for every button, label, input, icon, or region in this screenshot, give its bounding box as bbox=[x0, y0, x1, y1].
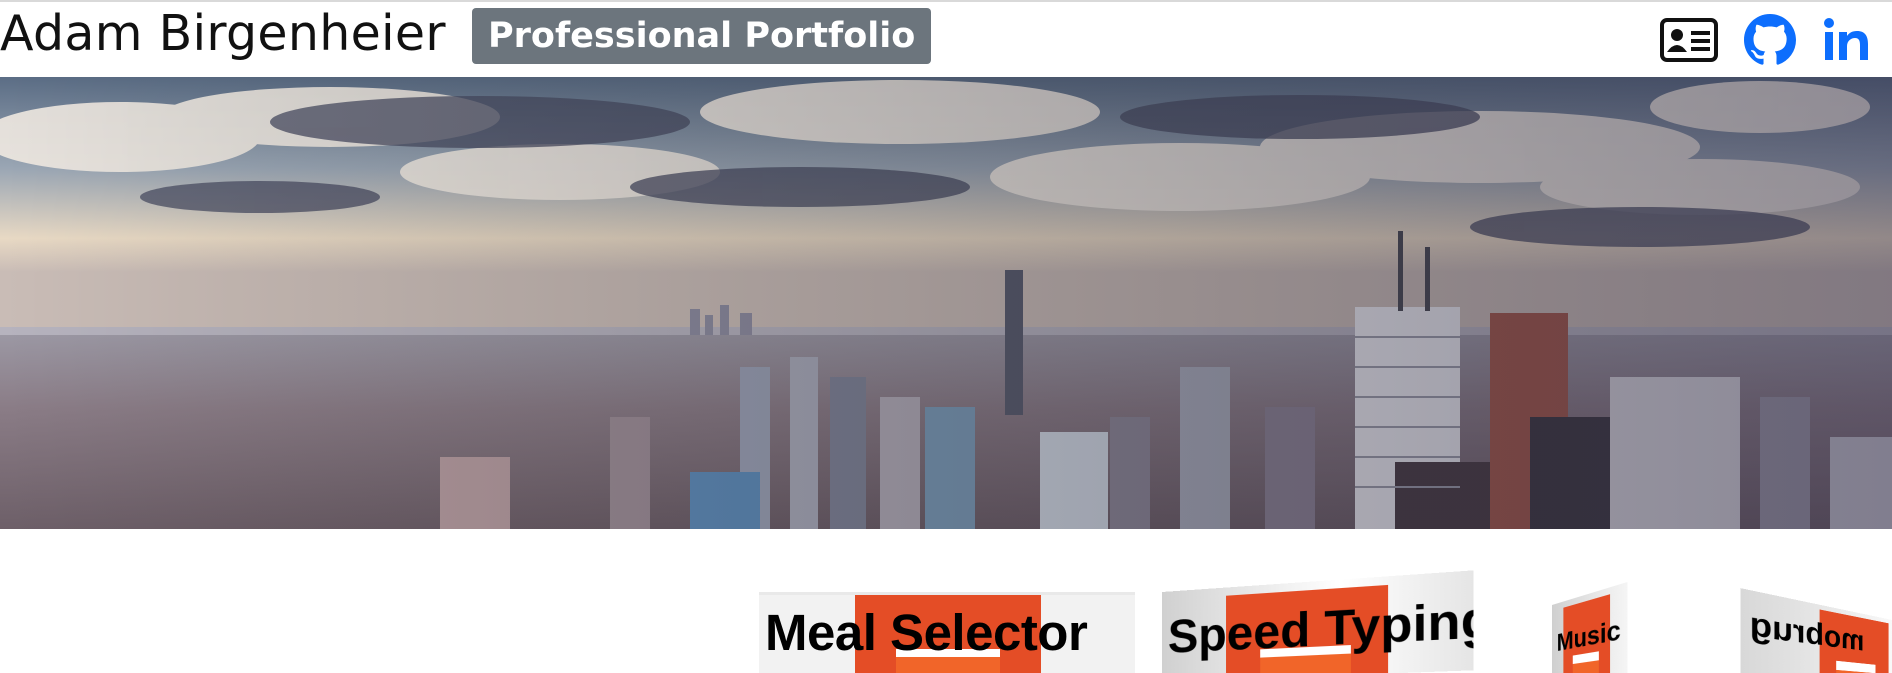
linkedin-icon bbox=[1822, 17, 1872, 63]
project-title-4: mobrug bbox=[1749, 603, 1864, 658]
project-card-meal-selector[interactable]: Meal Selector bbox=[759, 592, 1135, 673]
social-links bbox=[1660, 12, 1872, 72]
project-card-speed-typing[interactable]: Speed Typing bbox=[1162, 570, 1474, 673]
site-title[interactable]: Adam Birgenheier bbox=[0, 4, 446, 64]
resume-link[interactable] bbox=[1660, 18, 1718, 66]
github-icon bbox=[1744, 14, 1796, 66]
portfolio-badge: Professional Portfolio bbox=[472, 8, 931, 64]
toronto-skyline-image bbox=[0, 77, 1892, 529]
projects-carousel: mobrug Music Player Speed Typing Meal Se… bbox=[0, 529, 1892, 673]
github-link[interactable] bbox=[1744, 14, 1796, 70]
resume-card-icon bbox=[1660, 18, 1718, 62]
hero-banner bbox=[0, 77, 1892, 529]
project-card-music-player[interactable]: Music Player bbox=[1552, 582, 1627, 673]
project-title-meal-selector: Meal Selector bbox=[765, 603, 1087, 662]
site-header: Adam Birgenheier Professional Portfolio bbox=[0, 2, 1892, 77]
linkedin-link[interactable] bbox=[1822, 17, 1872, 67]
project-title-speed-typing: Speed Typing bbox=[1168, 589, 1474, 664]
project-card-4[interactable]: mobrug bbox=[1740, 588, 1892, 673]
